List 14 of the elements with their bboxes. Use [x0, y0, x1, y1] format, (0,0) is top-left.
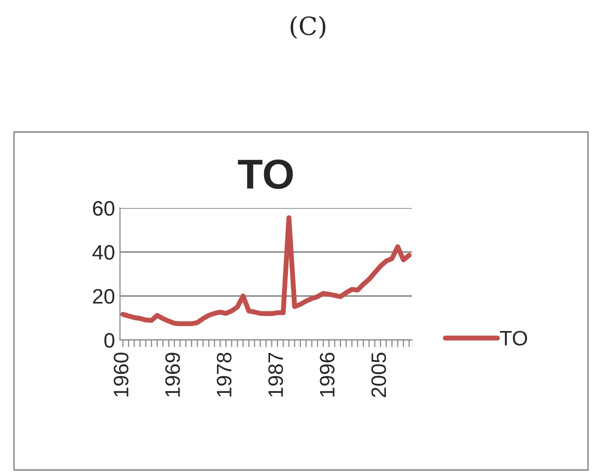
legend-label: TO	[500, 330, 528, 346]
line-series	[120, 215, 412, 326]
y-tick-label: 40	[92, 245, 114, 260]
x-tick-label: 1960	[114, 352, 128, 397]
chart-title: TO	[238, 159, 293, 189]
x-tick-label: 1969	[165, 352, 180, 397]
y-tick-label: 20	[93, 289, 114, 304]
x-tick-label: 2005	[371, 352, 386, 398]
y-tick-label: 0	[104, 333, 114, 348]
text: (C)	[290, 16, 326, 39]
x-tick-label: 1978	[216, 352, 232, 397]
y-tick-label: 60	[93, 201, 114, 216]
x-tick-label: 1987	[268, 352, 284, 397]
x-tick-label: 1996	[320, 352, 335, 397]
